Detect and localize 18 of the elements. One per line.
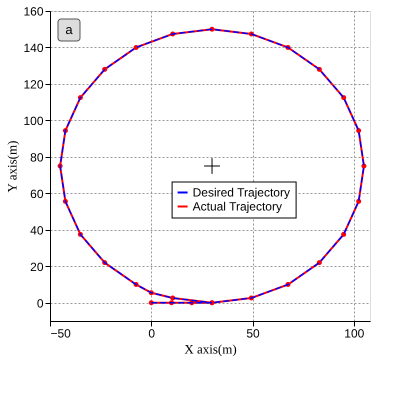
y-axis-title: Y axis(m)	[4, 140, 20, 192]
x-axis-title: X axis(m)	[184, 342, 237, 356]
x-tick-label: −50	[50, 326, 72, 340]
y-tick-label: 60	[30, 186, 44, 201]
annotation: a	[65, 22, 74, 37]
x-tick-label: 50	[246, 326, 260, 340]
legend-label: Desired Trajectory	[192, 186, 290, 200]
x-tick-label: 0	[148, 326, 156, 340]
y-tick-label: 0	[36, 296, 44, 310]
x-tick-label: 100	[344, 326, 365, 340]
y-tick-label: 140	[23, 40, 44, 55]
y-tick-label: 120	[23, 77, 44, 92]
y-tick-label: 20	[30, 260, 44, 274]
y-tick-label: 160	[23, 4, 44, 18]
y-tick-label: 100	[23, 114, 44, 128]
y-tick-label: 80	[30, 150, 44, 164]
legend-label: Actual Trajectory	[192, 200, 282, 214]
y-tick-label: 40	[30, 223, 44, 238]
